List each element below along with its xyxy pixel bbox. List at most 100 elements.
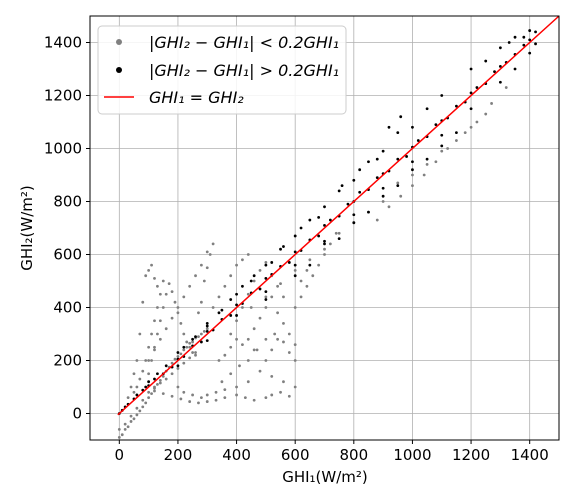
gray-point	[258, 316, 262, 320]
dark-point	[308, 263, 312, 267]
gray-point	[208, 253, 212, 256]
gray-point	[161, 279, 165, 283]
gray-point	[270, 295, 274, 299]
gray-point	[176, 385, 180, 389]
gray-point	[299, 279, 303, 283]
dark-point	[513, 35, 517, 39]
gray-point	[161, 306, 165, 309]
dark-point	[293, 263, 297, 267]
gray-point	[211, 242, 215, 246]
gray-point	[194, 274, 197, 278]
gray-point	[220, 380, 224, 384]
dark-point	[469, 67, 473, 71]
dark-point	[475, 86, 479, 89]
gray-point	[246, 292, 250, 296]
dark-point	[434, 123, 438, 127]
dark-point	[416, 139, 420, 142]
dark-point	[229, 298, 233, 301]
gray-point	[176, 306, 180, 309]
gray-point	[150, 359, 153, 362]
gray-point	[191, 340, 194, 344]
gray-point	[138, 332, 142, 336]
gray-point	[264, 359, 268, 362]
gray-point	[287, 351, 291, 354]
gray-point	[469, 125, 473, 129]
dark-point	[425, 157, 429, 161]
dark-point	[241, 284, 244, 288]
x-tick-label: 200	[164, 446, 193, 464]
gray-point	[176, 311, 180, 315]
gray-point	[144, 359, 148, 362]
dark-point	[176, 364, 180, 368]
dark-point	[308, 218, 312, 222]
dark-point	[337, 189, 341, 193]
dark-point	[455, 131, 458, 135]
gray-point	[317, 263, 321, 267]
gray-point	[167, 282, 171, 286]
dark-point	[328, 218, 332, 222]
dark-point	[522, 43, 526, 47]
gray-point	[188, 345, 192, 349]
gray-point	[153, 345, 156, 349]
gray-point	[504, 86, 508, 89]
gray-point	[308, 258, 312, 262]
dark-point	[411, 125, 414, 129]
gray-point	[161, 375, 165, 378]
gray-point	[299, 295, 303, 299]
gray-point	[323, 253, 326, 256]
gray-point	[270, 393, 274, 397]
dark-point	[387, 125, 391, 129]
dark-point	[194, 335, 197, 339]
gray-point	[475, 120, 479, 124]
gray-point	[147, 396, 151, 399]
gray-point	[141, 369, 145, 373]
gray-point	[217, 295, 221, 299]
dark-point	[440, 94, 444, 97]
gray-point	[293, 343, 297, 346]
gray-point	[223, 388, 227, 392]
gray-point	[150, 263, 153, 267]
gray-point	[170, 361, 174, 365]
dark-point	[264, 263, 268, 267]
dark-point	[217, 311, 221, 315]
gray-point	[264, 396, 268, 399]
gray-point	[305, 284, 309, 288]
gray-point	[191, 393, 194, 397]
gray-point	[144, 274, 148, 278]
gray-point	[153, 389, 156, 393]
gray-point	[305, 269, 309, 272]
gray-point	[197, 335, 200, 339]
gray-point	[158, 292, 162, 296]
dark-point	[534, 42, 537, 46]
y-tick-label: 0	[72, 405, 82, 423]
gray-point	[158, 381, 162, 385]
gray-point	[282, 322, 285, 325]
dark-point	[199, 340, 203, 344]
dark-point	[164, 364, 168, 368]
dark-point	[498, 46, 502, 50]
gray-point	[117, 428, 121, 431]
gray-point	[138, 409, 142, 413]
gray-point	[258, 269, 262, 272]
gray-point	[141, 300, 145, 304]
gray-point	[287, 332, 291, 336]
dark-point	[264, 290, 268, 293]
gray-point	[182, 390, 186, 394]
dark-point	[144, 385, 148, 389]
gray-point	[264, 337, 268, 341]
gray-point	[270, 348, 274, 352]
dark-point	[323, 239, 326, 243]
gray-point	[156, 306, 159, 309]
dark-point	[358, 168, 362, 172]
dark-point	[317, 216, 321, 219]
gray-point	[282, 295, 285, 299]
x-tick-label: 600	[281, 446, 310, 464]
gray-point	[328, 242, 332, 246]
gray-point	[194, 353, 197, 357]
gray-point	[235, 337, 238, 341]
gray-point	[241, 258, 244, 262]
dark-point	[469, 107, 473, 111]
y-axis-label: GHI₂(W/m²)	[18, 185, 36, 271]
x-tick-label: 1200	[452, 446, 490, 464]
legend: |GHI₂ − GHI₁| < 0.2GHI₁ |GHI₂ − GHI₁| > …	[97, 25, 347, 115]
